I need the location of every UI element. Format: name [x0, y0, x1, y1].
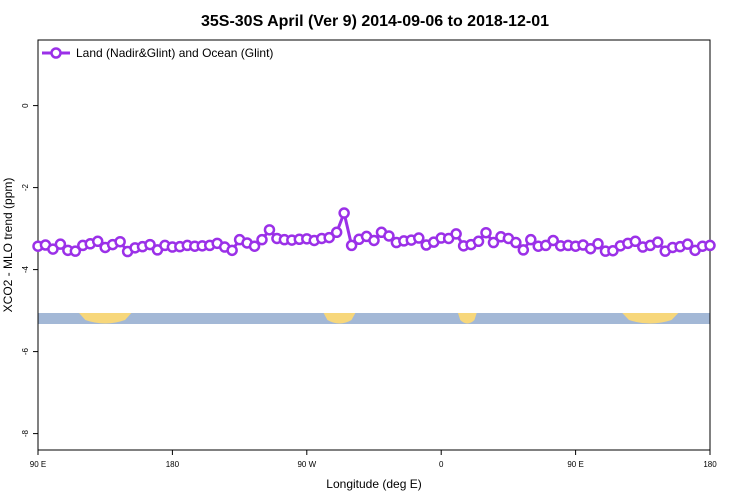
- land-shape-3: [622, 313, 679, 324]
- y-axis: 0 -2 -4 -6 -8: [21, 103, 38, 437]
- data-point: [517, 244, 530, 256]
- legend-label: Land (Nadir&Glint) and Ocean (Glint): [76, 46, 273, 60]
- x-axis-label: Longitude (deg E): [326, 477, 421, 491]
- data-point: [525, 233, 537, 246]
- data-point: [345, 239, 358, 252]
- data-point: [487, 236, 500, 249]
- data-point: [114, 235, 126, 248]
- land-shape-2: [458, 313, 477, 324]
- data-point: [54, 238, 67, 250]
- x-axis: 90 E 180 90 W 0 90 E 180: [30, 450, 717, 469]
- x-tick-label-5: 180: [703, 460, 717, 469]
- land-shape-1: [323, 313, 356, 324]
- data-point: [413, 232, 425, 244]
- data-point: [263, 224, 276, 236]
- data-point: [704, 239, 716, 252]
- x-tick-label-0: 90 E: [30, 460, 46, 469]
- data-point: [651, 236, 664, 248]
- data-point: [368, 234, 380, 247]
- y-tick-label-3: -6: [21, 347, 30, 355]
- legend: Land (Nadir&Glint) and Ocean (Glint): [42, 46, 273, 60]
- data-point: [510, 236, 522, 249]
- data-point: [629, 235, 642, 248]
- data-point: [681, 238, 694, 250]
- data-point: [450, 228, 462, 240]
- data-point: [592, 238, 604, 250]
- data-point: [547, 234, 559, 247]
- ocean-band: [38, 313, 710, 324]
- legend-marker-swatch: [50, 47, 62, 59]
- y-axis-label: XCO2 - MLO trend (ppm): [1, 178, 15, 313]
- data-point: [248, 240, 261, 252]
- x-tick-label-2: 90 W: [297, 460, 316, 469]
- x-tick-label-3: 0: [439, 460, 444, 469]
- land-ocean-strip: [38, 313, 710, 324]
- data-point: [69, 245, 82, 257]
- y-tick-label-2: -4: [21, 265, 30, 273]
- chart-title: 35S-30S April (Ver 9) 2014-09-06 to 2018…: [201, 13, 549, 30]
- data-point: [91, 235, 104, 248]
- x-tick-label-1: 180: [166, 460, 180, 469]
- x-tick-label-4: 90 E: [567, 460, 583, 469]
- data-point: [226, 244, 238, 257]
- data-point: [323, 231, 335, 244]
- y-tick-label-4: -8: [21, 429, 30, 437]
- data-point: [144, 238, 156, 251]
- data-point: [472, 235, 485, 248]
- data-point: [480, 226, 492, 239]
- data-point: [338, 207, 350, 219]
- land-shape-0: [79, 313, 132, 324]
- series-layer: [32, 207, 716, 258]
- y-tick-label-0: 0: [21, 103, 30, 108]
- y-tick-label-1: -2: [21, 183, 30, 191]
- data-point: [330, 226, 343, 239]
- data-point: [256, 233, 268, 246]
- data-point: [383, 230, 395, 242]
